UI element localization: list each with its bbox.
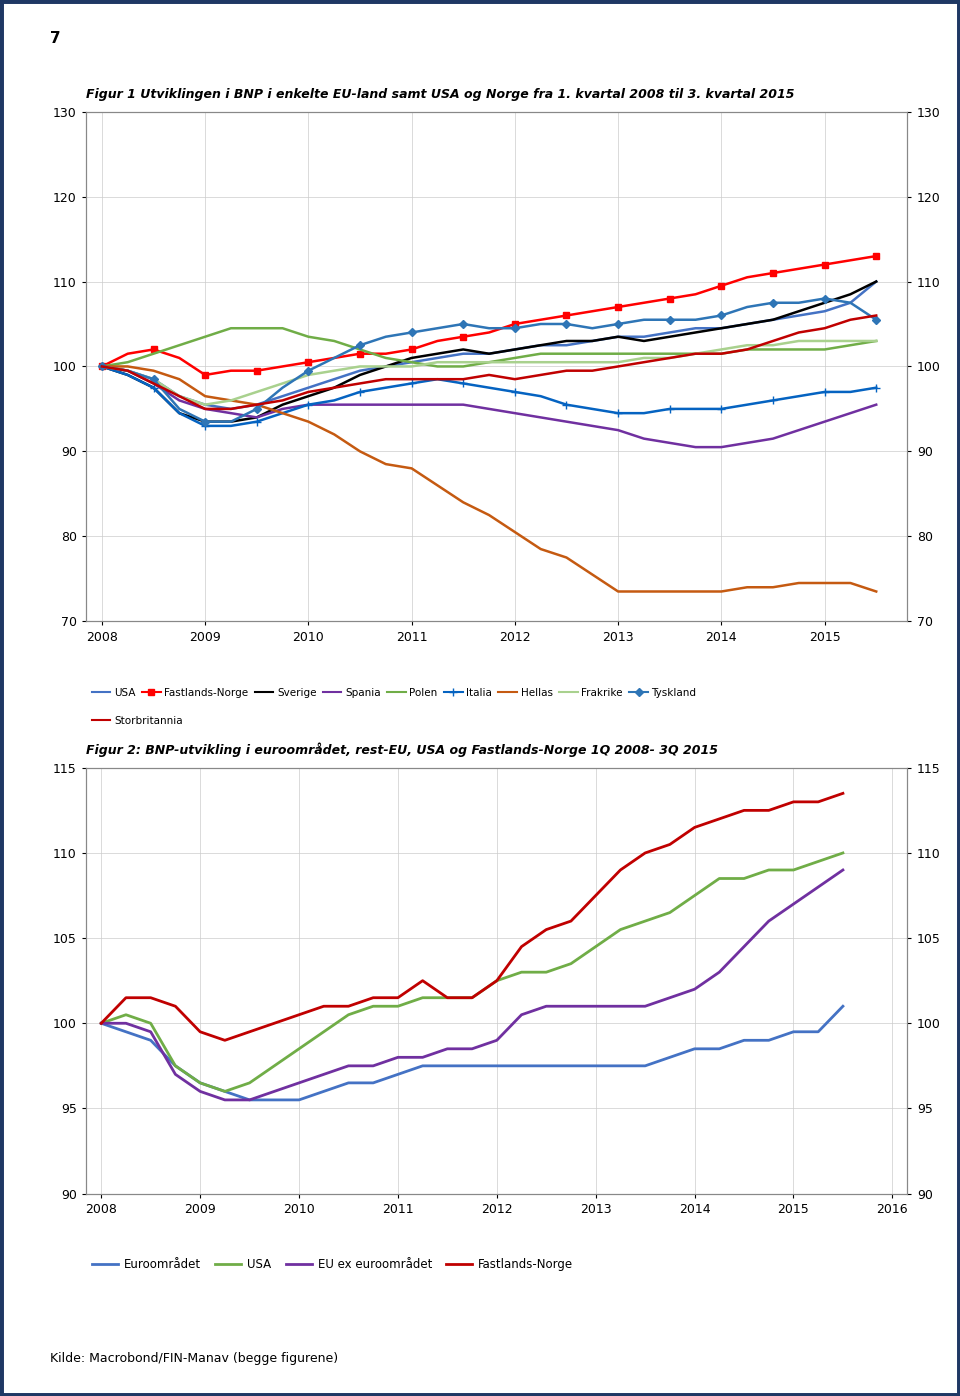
Text: Figur 2: BNP-utvikling i euroområdet, rest-EU, USA og Fastlands-Norge 1Q 2008- 3: Figur 2: BNP-utvikling i euroområdet, re… bbox=[86, 743, 718, 757]
Text: 7: 7 bbox=[50, 31, 60, 46]
Legend: Storbritannia: Storbritannia bbox=[91, 716, 182, 726]
Legend: Euroområdet, USA, EU ex euroområdet, Fastlands-Norge: Euroområdet, USA, EU ex euroområdet, Fas… bbox=[92, 1258, 573, 1270]
Text: Figur 1 Utviklingen i BNP i enkelte EU-land samt USA og Norge fra 1. kvartal 200: Figur 1 Utviklingen i BNP i enkelte EU-l… bbox=[86, 88, 795, 101]
Text: Kilde: Macrobond/FIN-Manav (begge figurene): Kilde: Macrobond/FIN-Manav (begge figure… bbox=[50, 1353, 338, 1365]
